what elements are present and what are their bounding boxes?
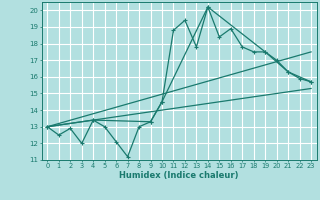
X-axis label: Humidex (Indice chaleur): Humidex (Indice chaleur) bbox=[119, 171, 239, 180]
